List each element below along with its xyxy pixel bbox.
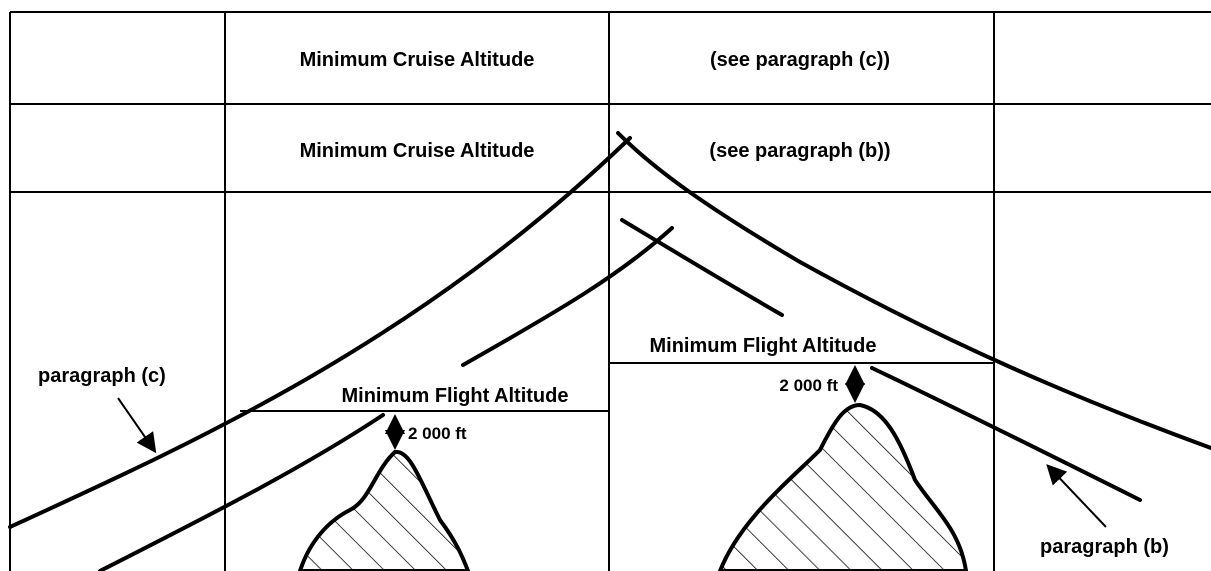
row-note: (see paragraph (b)) (709, 140, 890, 162)
flight-paths (8, 131, 1211, 571)
row-note: (see paragraph (c)) (710, 49, 890, 71)
mfa-label: Minimum Flight Altitude (649, 335, 876, 357)
mfa-label: Minimum Flight Altitude (341, 385, 568, 407)
annotation: paragraph (b) (1040, 536, 1169, 558)
terrain (297, 402, 969, 571)
annotation: paragraph (c) (38, 365, 166, 387)
clearance-label: 2 000 ft (779, 376, 838, 395)
pointer-arrow (117, 397, 157, 454)
table-grid (9, 11, 1211, 571)
row-label: Minimum Cruise Altitude (300, 140, 535, 162)
clearance-label: 2 000 ft (408, 424, 467, 443)
row-label: Minimum Cruise Altitude (300, 49, 535, 71)
pointer-arrow (1046, 464, 1107, 528)
